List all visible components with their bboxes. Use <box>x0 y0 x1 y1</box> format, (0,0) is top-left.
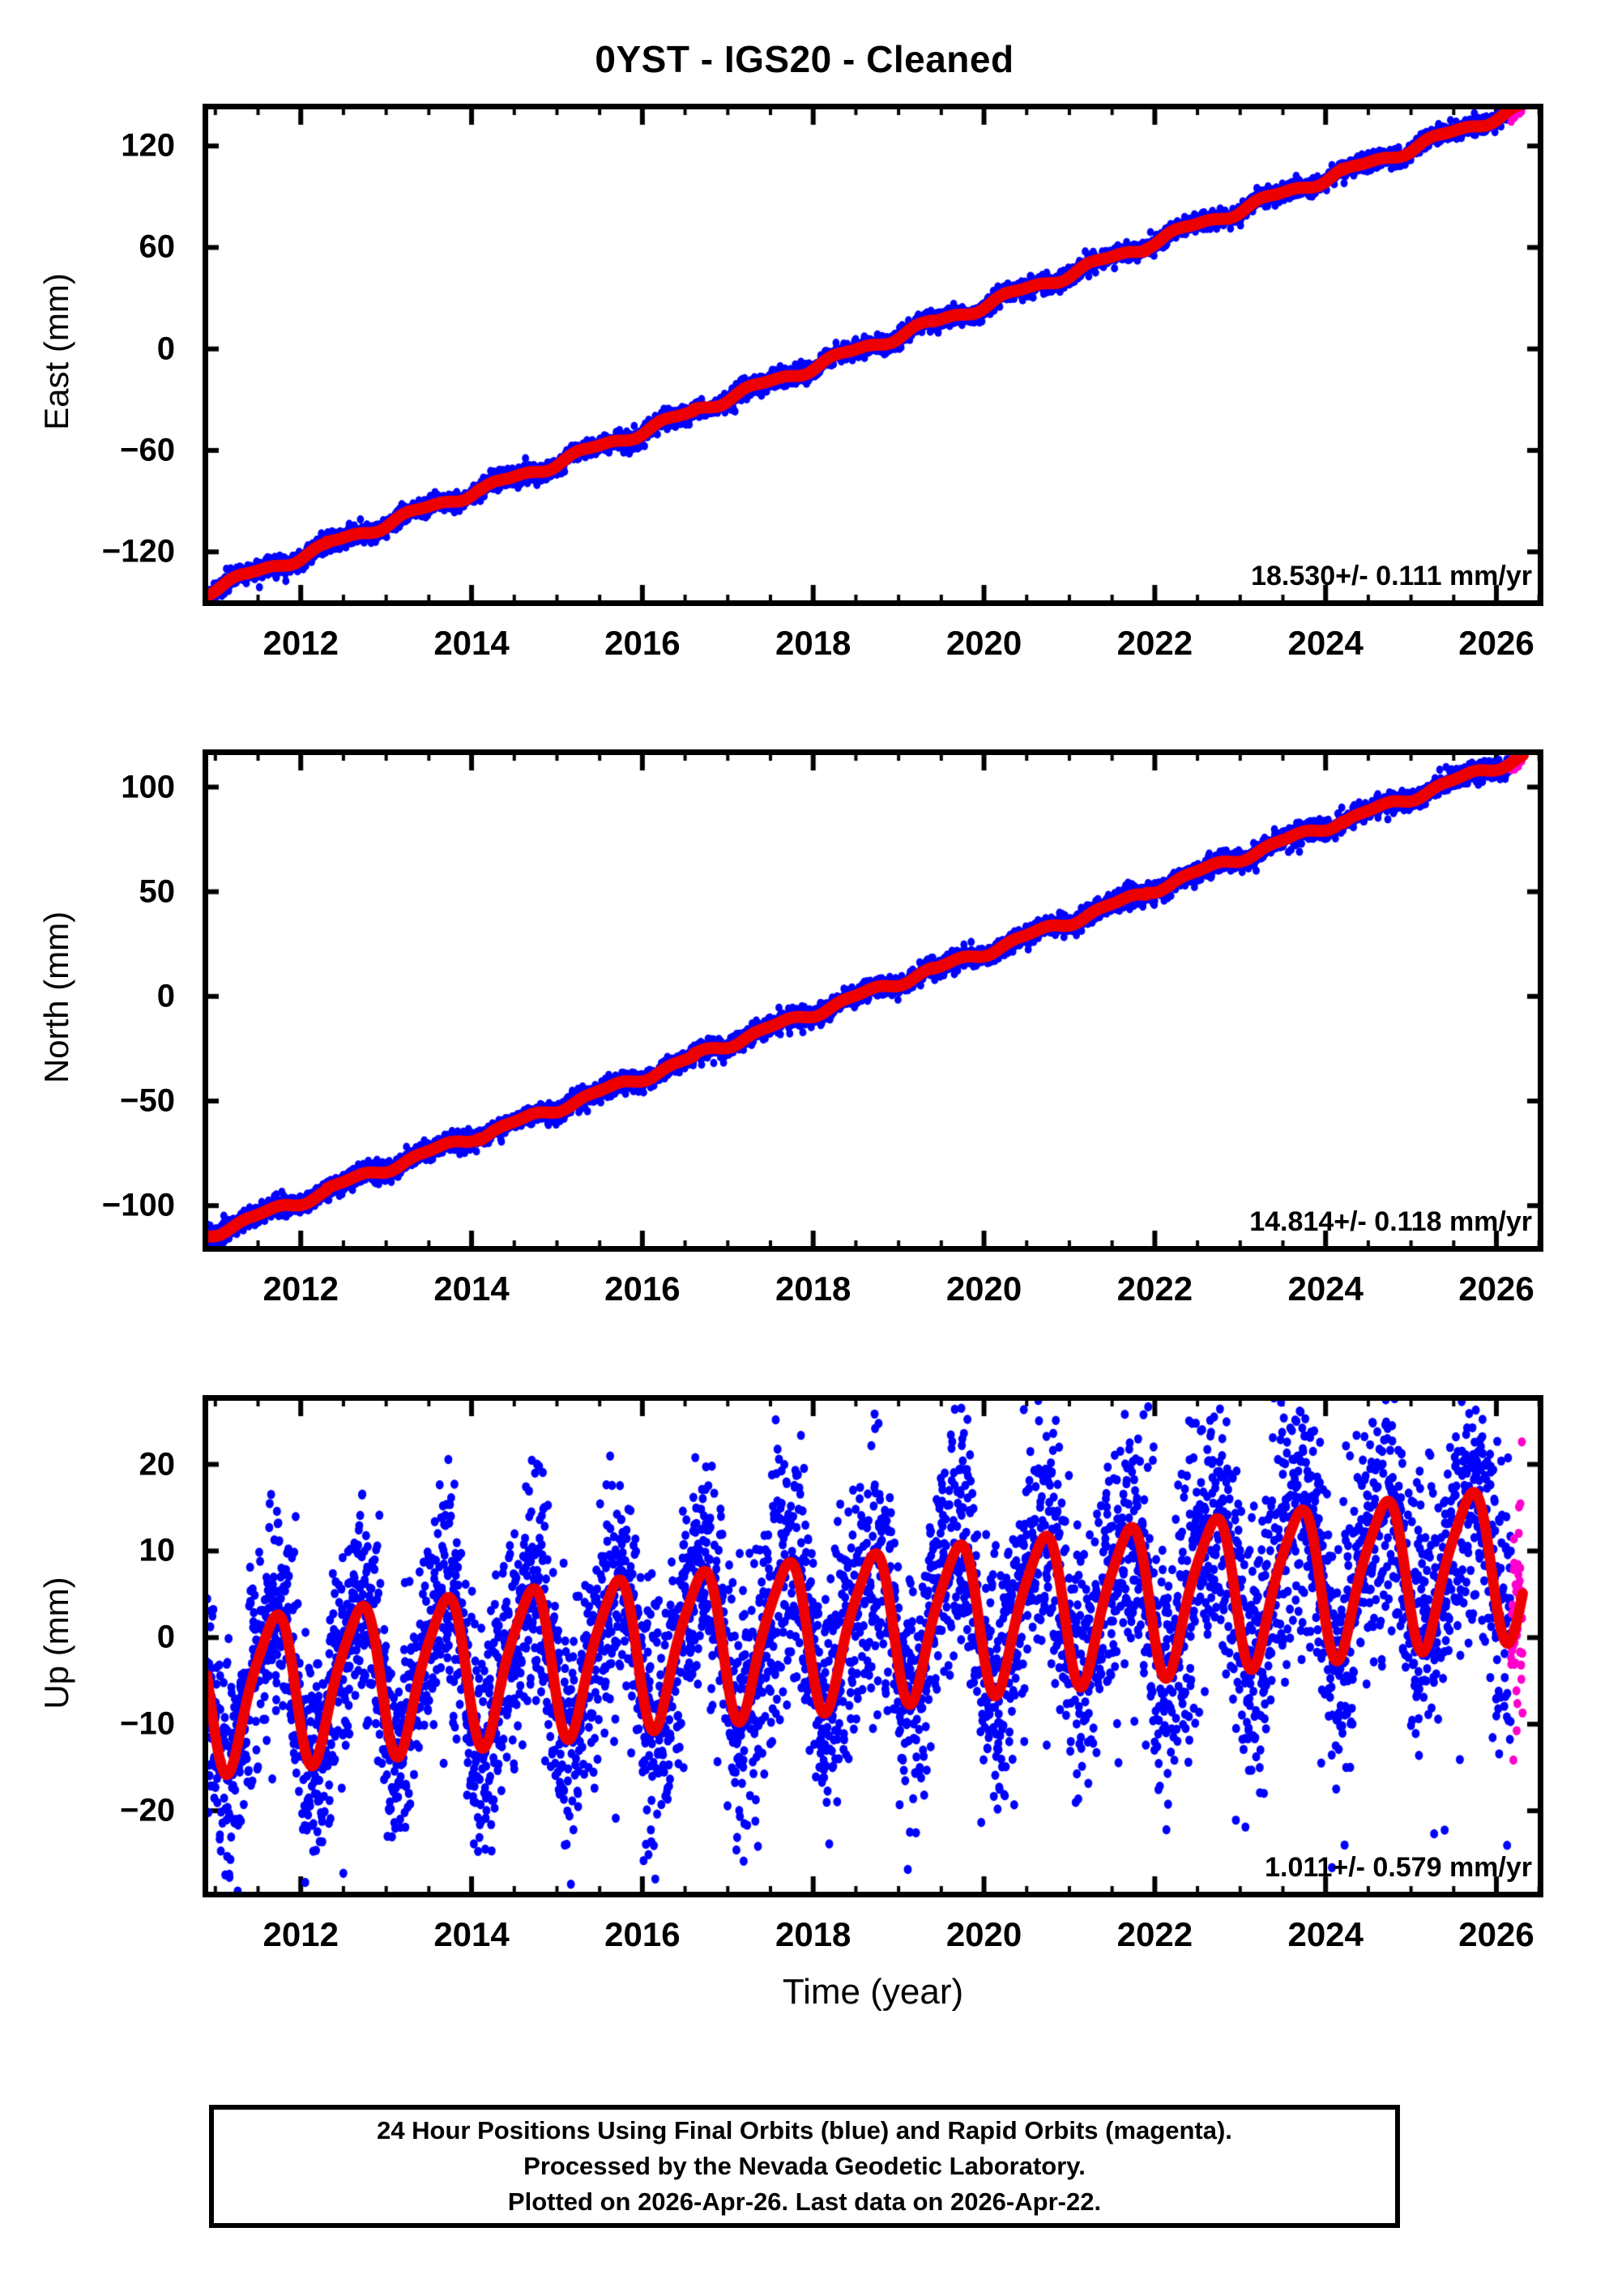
rate-label-east: 18.530+/- 0.111 mm/yr <box>1251 561 1532 591</box>
x-tick-label-east: 2016 <box>604 624 681 662</box>
x-tick-label-north: 2022 <box>1116 1270 1193 1308</box>
y-tick-label-up: 20 <box>139 1446 176 1483</box>
y-tick-label-north: 100 <box>121 769 175 804</box>
x-tick-label-east: 2026 <box>1458 624 1534 662</box>
y-tick-label-east: −120 <box>101 533 175 570</box>
y-tick-label-up: −10 <box>120 1705 175 1742</box>
rate-label-up: 1.011+/- 0.579 mm/yr <box>1265 1852 1532 1883</box>
y-tick-label-up: −20 <box>120 1792 175 1829</box>
x-axis-title: Time (year) <box>782 1972 964 2012</box>
rate-label-north: 14.814+/- 0.118 mm/yr <box>1249 1206 1532 1237</box>
y-tick-label-up: 0 <box>156 1619 175 1655</box>
y-tick-label-east: 120 <box>121 127 175 164</box>
x-tick-label-east: 2014 <box>433 624 510 662</box>
y-axis-title-up: Up (mm) <box>37 1577 75 1709</box>
y-axis-title-east: East (mm) <box>37 273 75 430</box>
y-tick-label-north: 0 <box>156 978 175 1014</box>
caption-line: Plotted on 2026-Apr-26. Last data on 202… <box>507 2187 1102 2216</box>
x-tick-label-up: 2018 <box>775 1915 851 1953</box>
y-tick-label-east: 60 <box>139 228 176 265</box>
panel-north <box>203 749 1543 1252</box>
x-tick-label-north: 2012 <box>262 1270 339 1308</box>
plot-area-up <box>203 1395 1543 1897</box>
x-tick-label-up: 2016 <box>604 1915 681 1953</box>
x-tick-label-north: 2020 <box>945 1270 1022 1308</box>
x-tick-label-east: 2022 <box>1116 624 1193 662</box>
x-tick-label-up: 2012 <box>262 1915 339 1953</box>
y-tick-label-east: 0 <box>156 331 175 367</box>
x-tick-label-north: 2024 <box>1287 1270 1364 1308</box>
x-tick-label-up: 2024 <box>1287 1915 1364 1953</box>
caption-box: 24 Hour Positions Using Final Orbits (bl… <box>209 2105 1400 2228</box>
y-axis-title-north: North (mm) <box>37 911 75 1084</box>
caption-line: 24 Hour Positions Using Final Orbits (bl… <box>377 2115 1232 2144</box>
plot-area-north <box>203 749 1543 1252</box>
caption-line: Processed by the Nevada Geodetic Laborat… <box>523 2151 1086 2180</box>
panel-up <box>203 1395 1543 1897</box>
y-tick-label-north: 50 <box>139 873 176 910</box>
x-tick-label-north: 2026 <box>1458 1270 1534 1308</box>
y-tick-label-east: −60 <box>120 432 175 468</box>
x-tick-label-up: 2022 <box>1116 1915 1193 1953</box>
x-tick-label-north: 2018 <box>775 1270 851 1308</box>
x-tick-label-north: 2016 <box>604 1270 681 1308</box>
x-tick-label-up: 2014 <box>433 1915 510 1953</box>
y-tick-label-north: −100 <box>101 1187 175 1223</box>
x-tick-label-east: 2012 <box>262 624 339 662</box>
plot-area-east <box>203 104 1543 606</box>
page-title: 0YST - IGS20 - Cleaned <box>595 38 1014 80</box>
x-tick-label-east: 2020 <box>945 624 1022 662</box>
x-tick-label-up: 2020 <box>945 1915 1022 1953</box>
x-tick-label-up: 2026 <box>1458 1915 1534 1953</box>
y-tick-label-north: −50 <box>120 1082 175 1119</box>
panel-east <box>203 104 1543 606</box>
y-tick-label-up: 10 <box>139 1532 176 1568</box>
x-tick-label-north: 2014 <box>433 1270 510 1308</box>
x-tick-label-east: 2024 <box>1287 624 1364 662</box>
x-tick-label-east: 2018 <box>775 624 851 662</box>
